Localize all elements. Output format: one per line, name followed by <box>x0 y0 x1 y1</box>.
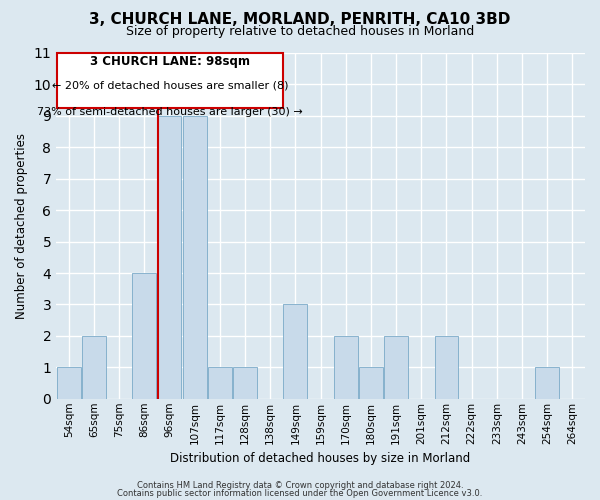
Text: 3 CHURCH LANE: 98sqm: 3 CHURCH LANE: 98sqm <box>90 54 250 68</box>
Bar <box>158 116 181 399</box>
Text: Size of property relative to detached houses in Morland: Size of property relative to detached ho… <box>126 25 474 38</box>
X-axis label: Distribution of detached houses by size in Morland: Distribution of detached houses by size … <box>170 452 471 465</box>
Text: ← 20% of detached houses are smaller (8): ← 20% of detached houses are smaller (8) <box>52 80 289 90</box>
Bar <box>434 336 458 399</box>
Bar <box>133 273 156 399</box>
Bar <box>334 336 358 399</box>
Bar <box>82 336 106 399</box>
Bar <box>384 336 408 399</box>
Y-axis label: Number of detached properties: Number of detached properties <box>15 133 28 319</box>
Text: 73% of semi-detached houses are larger (30) →: 73% of semi-detached houses are larger (… <box>37 106 303 117</box>
Bar <box>57 368 81 399</box>
Bar <box>283 304 307 399</box>
Bar <box>233 368 257 399</box>
Bar <box>208 368 232 399</box>
Bar <box>359 368 383 399</box>
Bar <box>535 368 559 399</box>
Text: 3, CHURCH LANE, MORLAND, PENRITH, CA10 3BD: 3, CHURCH LANE, MORLAND, PENRITH, CA10 3… <box>89 12 511 28</box>
Bar <box>183 116 206 399</box>
Text: Contains public sector information licensed under the Open Government Licence v3: Contains public sector information licen… <box>118 489 482 498</box>
Text: Contains HM Land Registry data © Crown copyright and database right 2024.: Contains HM Land Registry data © Crown c… <box>137 480 463 490</box>
FancyBboxPatch shape <box>58 53 283 108</box>
